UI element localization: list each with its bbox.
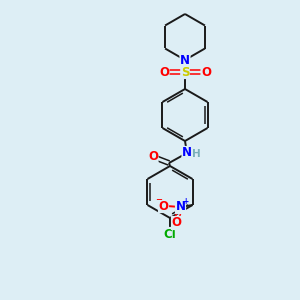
Text: H: H (192, 149, 200, 159)
Text: O: O (172, 217, 182, 230)
Text: N: N (176, 200, 185, 214)
Text: O: O (159, 65, 169, 79)
Text: +: + (182, 197, 189, 206)
Text: N: N (182, 146, 192, 160)
Text: N: N (180, 53, 190, 67)
Text: −: − (155, 196, 162, 205)
Text: O: O (148, 151, 158, 164)
Text: Cl: Cl (164, 227, 176, 241)
Text: O: O (158, 200, 169, 212)
Text: S: S (181, 65, 189, 79)
Text: O: O (201, 65, 211, 79)
